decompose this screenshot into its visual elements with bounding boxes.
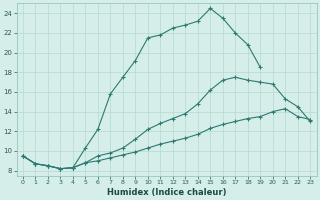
X-axis label: Humidex (Indice chaleur): Humidex (Indice chaleur) [107,188,226,197]
